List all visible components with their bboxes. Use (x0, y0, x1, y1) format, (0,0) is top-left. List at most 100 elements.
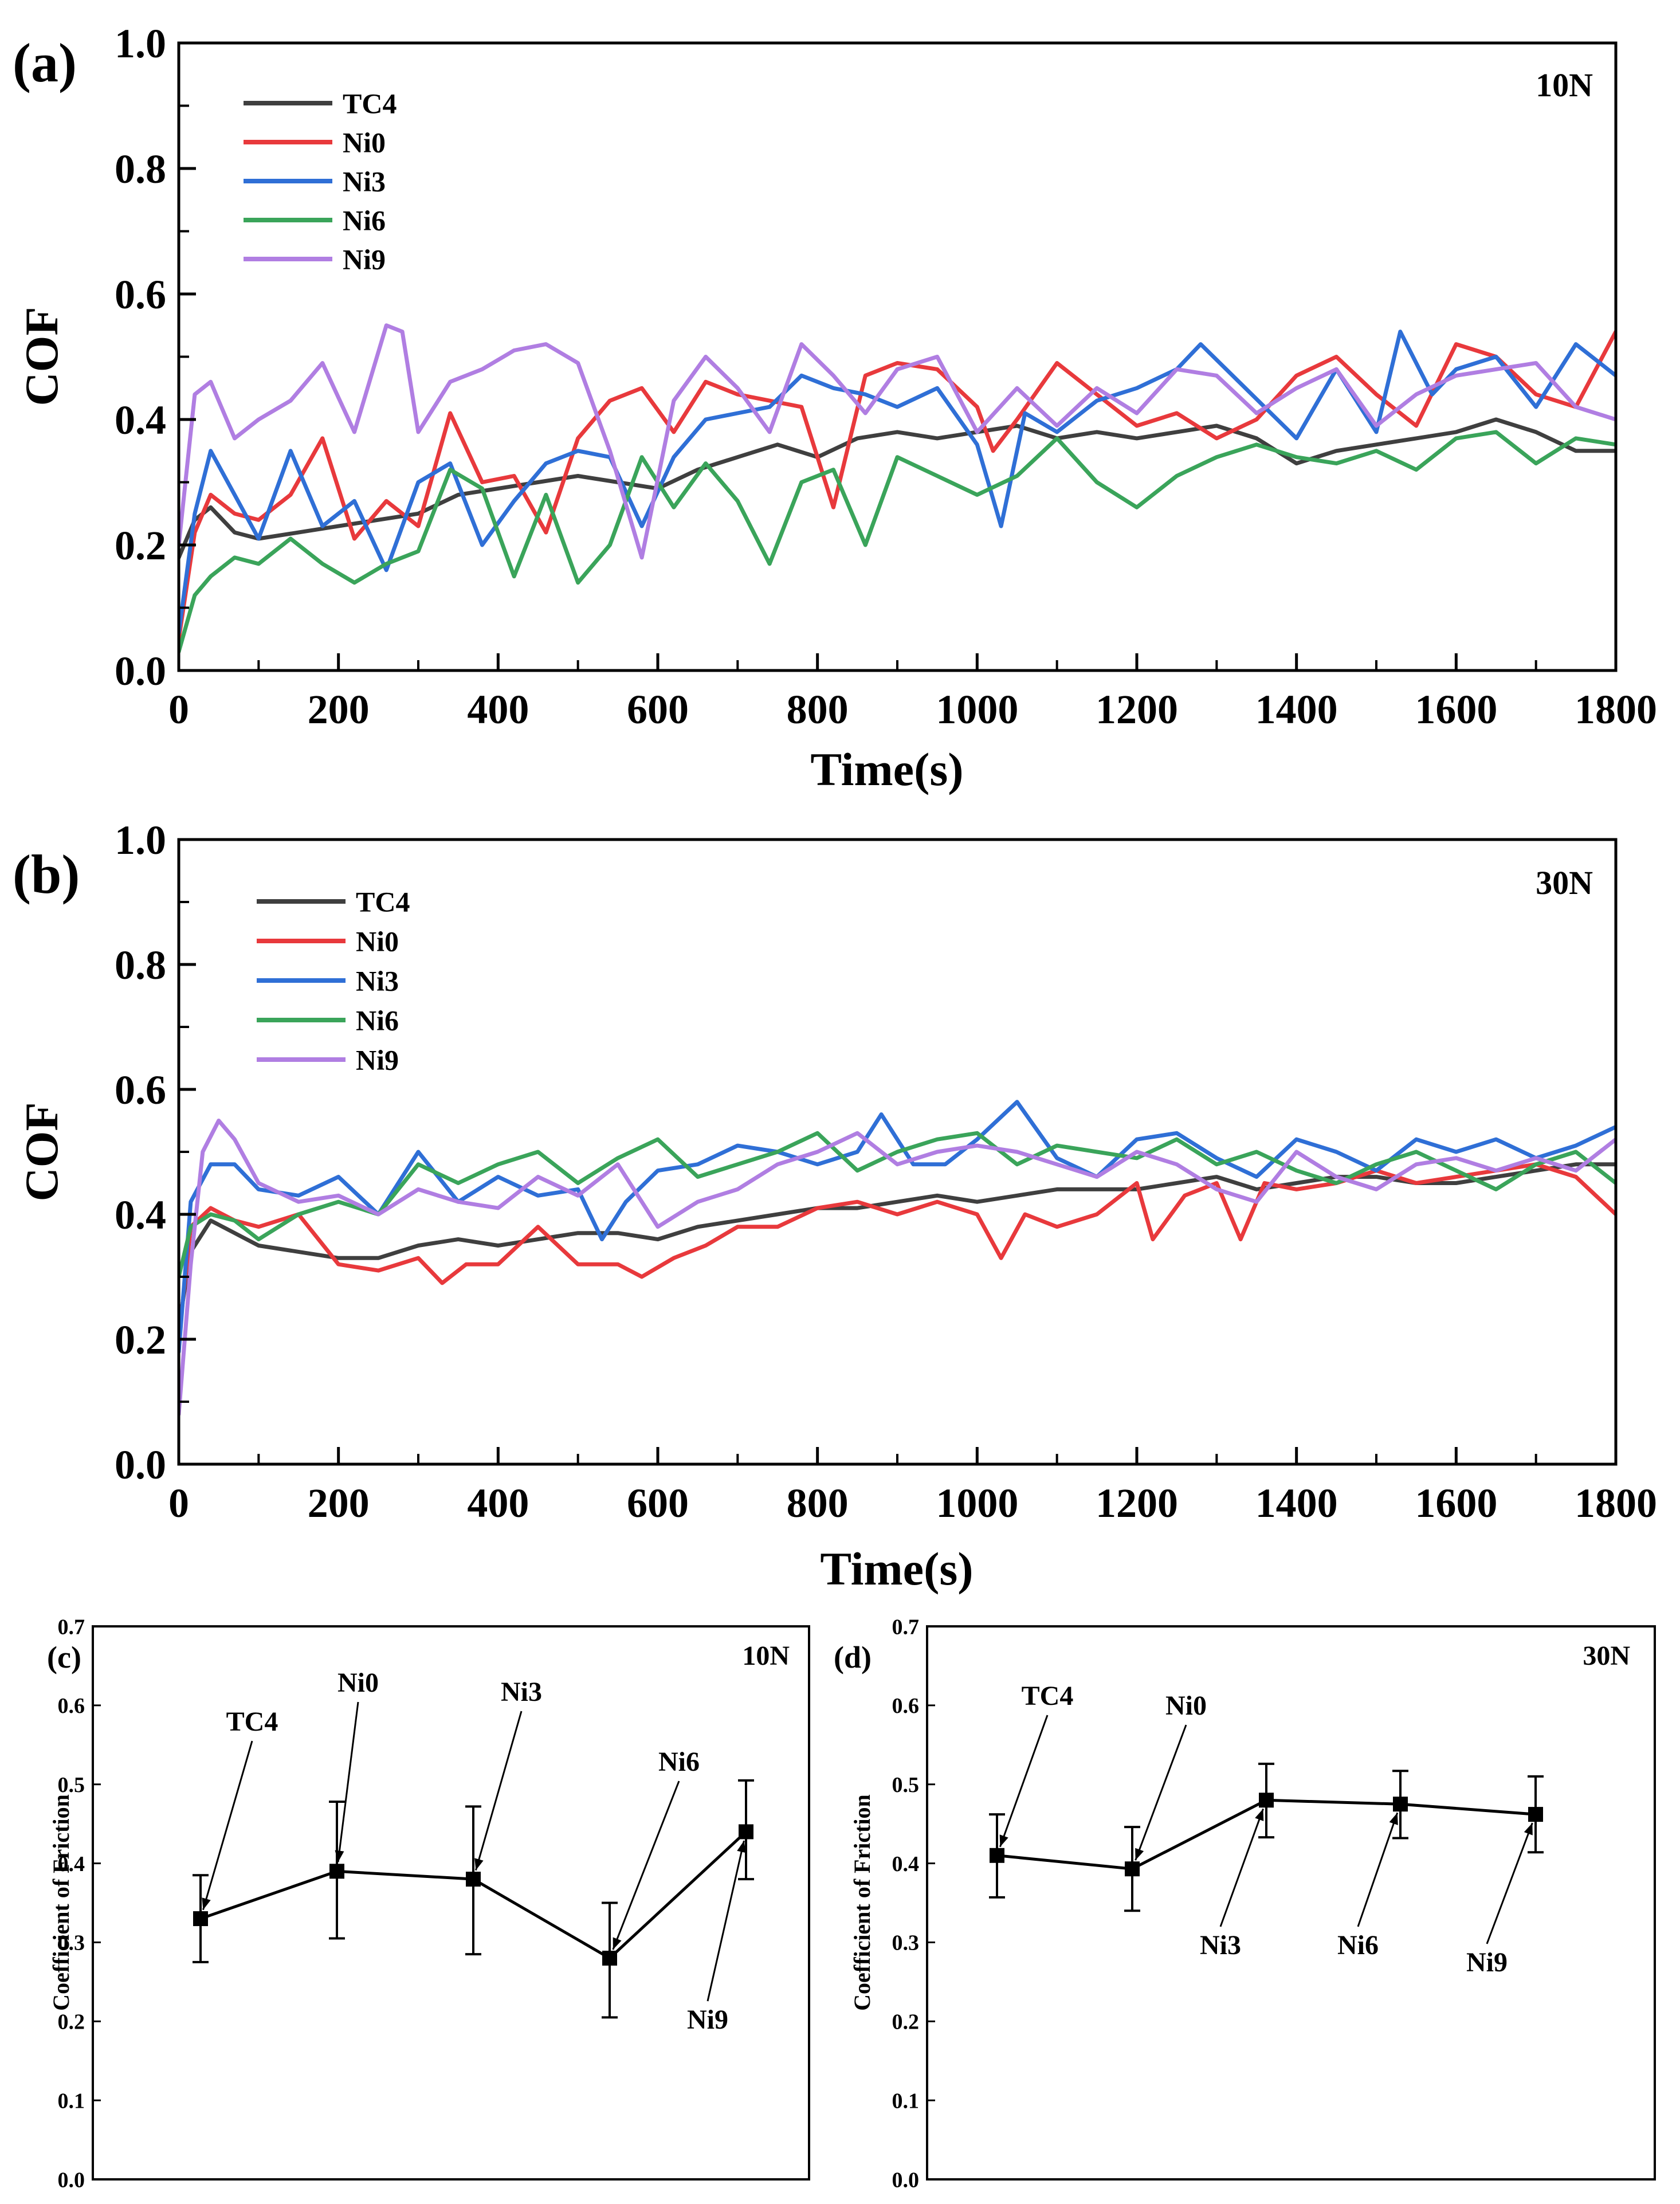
y-tick-label: 0.8 (115, 146, 166, 192)
y-tick-label: 0.5 (892, 1773, 920, 1797)
x-tick-label: 800 (787, 1480, 849, 1526)
load-label: 10N (742, 1641, 790, 1671)
annotation-arrow-ni9-head (737, 1841, 746, 1853)
y-axis-title: Coefficient of Friction (849, 1794, 875, 2011)
data-point-ni0 (329, 1864, 344, 1879)
series-line-ni3 (179, 1100, 1616, 1354)
x-tick-label: 1800 (1575, 687, 1657, 732)
legend-label-ni6: Ni6 (356, 1005, 399, 1037)
legend-label-ni3: Ni3 (343, 166, 386, 198)
y-tick-label: 0.0 (115, 1442, 166, 1488)
x-tick-label: 0 (168, 687, 189, 732)
x-axis-title: Time(s) (820, 1543, 973, 1595)
y-tick-label: 0.0 (115, 648, 166, 694)
panel-label: (b) (13, 844, 80, 905)
x-axis-title: Time(s) (810, 743, 963, 795)
x-tick-label: 1000 (936, 1480, 1018, 1526)
y-tick-label: 0.0 (58, 2168, 85, 2192)
y-tick-label: 0.6 (115, 1067, 166, 1113)
x-tick-label: 400 (467, 1480, 529, 1526)
data-point-ni9 (739, 1824, 753, 1840)
annotation-arrow-ni0-head (1135, 1848, 1144, 1861)
y-tick-label: 0.2 (115, 523, 166, 568)
series-line-ni0 (179, 330, 1616, 641)
annotation-label-ni6: Ni6 (658, 1747, 700, 1777)
x-tick-label: 800 (787, 687, 849, 732)
y-axis-title: COF (15, 1102, 68, 1201)
data-point-tc4 (990, 1848, 1004, 1863)
annotation-label-ni6: Ni6 (1337, 1930, 1379, 1960)
y-tick-label: 0.1 (892, 2089, 920, 2113)
x-tick-label: 1200 (1096, 687, 1178, 732)
x-tick-label: 200 (308, 687, 370, 732)
series-line-ni9 (179, 1119, 1616, 1417)
annotation-arrow-tc4-head (202, 1897, 211, 1910)
x-tick-label: 1400 (1255, 1480, 1338, 1526)
x-tick-label: 600 (627, 1480, 689, 1526)
chart-panel-c: 0.0 0.1 0.2 0.3 0.4 0.5 0.6 0.7 Coefficient of F… (47, 1615, 810, 2192)
x-tick-label: 1000 (936, 687, 1018, 732)
panel-label: (a) (13, 32, 77, 93)
y-tick-label: 1.0 (115, 21, 166, 66)
data-point-ni6 (602, 1951, 617, 1966)
legend-label-ni6: Ni6 (343, 205, 386, 237)
y-tick-label: 0.4 (115, 397, 166, 443)
legend-label-tc4: TC4 (356, 886, 410, 918)
legend-label-tc4: TC4 (343, 88, 397, 120)
y-tick-label: 1.0 (115, 817, 166, 863)
x-tick-label: 200 (308, 1480, 370, 1526)
y-tick-label: 0.1 (58, 2089, 85, 2113)
annotation-label-tc4: TC4 (1022, 1681, 1074, 1711)
x-tick-label: 1600 (1415, 687, 1497, 732)
data-point-tc4 (193, 1911, 208, 1927)
y-tick-label: 0.4 (892, 1852, 920, 1876)
panel-label: (d) (834, 1640, 872, 1674)
y-tick-label: 0.0 (892, 2168, 920, 2192)
annotation-label-tc4: TC4 (226, 1707, 278, 1737)
x-tick-label: 400 (467, 687, 529, 732)
y-tick-label: 0.6 (115, 272, 166, 317)
load-label: 10N (1536, 66, 1593, 104)
legend: TC4 Ni0 Ni3 Ni6 Ni9 (244, 88, 397, 276)
y-tick-label: 0.7 (58, 1615, 85, 1639)
y-axis-title: Coefficient of Friction (48, 1794, 74, 2011)
annotation-arrow-ni6-head (1389, 1813, 1398, 1825)
y-tick-label: 0.2 (58, 2010, 85, 2034)
annotation-arrow-ni9-shaft (706, 1840, 745, 2002)
data-point-ni3 (1259, 1793, 1274, 1808)
x-tick-label: 1400 (1255, 687, 1338, 732)
annotation-arrow-ni3-head (1255, 1809, 1264, 1821)
x-tick-label: 600 (627, 687, 689, 732)
annotation-arrow-ni6-head (613, 1937, 622, 1950)
y-tick-label: 0.4 (115, 1192, 166, 1238)
annotation-arrow-tc4-shaft (202, 1740, 253, 1911)
load-label: 30N (1583, 1641, 1630, 1671)
legend-label-ni0: Ni0 (356, 925, 399, 958)
series-line-ni6 (179, 1131, 1616, 1279)
y-tick-label: 0.7 (892, 1615, 920, 1639)
annotation-label-ni3: Ni3 (1200, 1930, 1241, 1960)
y-tick-label: 0.5 (58, 1773, 85, 1797)
annotation-arrow-ni9-head (1524, 1823, 1533, 1836)
legend-label-ni3: Ni3 (356, 965, 399, 997)
y-tick-label: 0.6 (58, 1694, 85, 1718)
y-tick-label: 0.6 (892, 1694, 920, 1718)
y-tick-label: 0.4 (58, 1852, 85, 1876)
annotation-label-ni9: Ni9 (687, 2005, 728, 2035)
annotation-arrow-ni9-shaft (1486, 1822, 1533, 1944)
chart-panel-d: 0.0 0.1 0.2 0.3 0.4 0.5 0.6 0.7 Coefficient of F… (834, 1615, 1656, 2192)
annotation-arrow-ni0-head (335, 1850, 344, 1862)
x-tick-label: 1800 (1575, 1480, 1657, 1526)
data-point-ni3 (466, 1872, 481, 1887)
y-tick-label: 0.3 (892, 1931, 920, 1955)
annotation-arrow-tc4-head (999, 1834, 1008, 1847)
chart-panel-a: 0 200 400 600 800 1000 1200 1400 1600 1800 0.0 0.2 0… (13, 21, 1657, 795)
x-tick-label: 1200 (1096, 1480, 1178, 1526)
y-tick-label: 0.3 (58, 1931, 85, 1955)
annotation-arrow-ni3-shaft (1219, 1808, 1264, 1927)
data-point-ni6 (1393, 1797, 1408, 1812)
annotation-label-ni0: Ni0 (1165, 1691, 1207, 1721)
series-line-ni9 (179, 323, 1616, 560)
